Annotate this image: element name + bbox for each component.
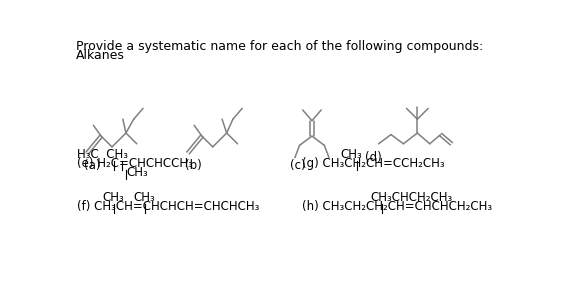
Text: (c): (c) (290, 159, 306, 172)
Text: (b): (b) (185, 159, 202, 172)
Text: CH₃: CH₃ (126, 166, 148, 179)
Text: (d): (d) (364, 152, 381, 164)
Text: CH₃: CH₃ (103, 191, 124, 204)
Text: (h) CH₃CH₂CH₂CH=CHCHCH₂CH₃: (h) CH₃CH₂CH₂CH=CHCHCH₂CH₃ (302, 200, 492, 213)
Text: (e) H₂C=CHCHCCH₃: (e) H₂C=CHCHCCH₃ (77, 157, 193, 170)
Text: (g) CH₃CH₂CH=CCH₂CH₃: (g) CH₃CH₂CH=CCH₂CH₃ (302, 157, 445, 170)
Text: (f) CH₃CH=CHCHCH=CHCHCH₃: (f) CH₃CH=CHCHCH=CHCHCH₃ (77, 200, 260, 213)
Text: Alkanes: Alkanes (76, 49, 125, 62)
Text: CH₃: CH₃ (340, 148, 362, 161)
Text: (a): (a) (84, 159, 101, 172)
Text: Provide a systematic name for each of the following compounds:: Provide a systematic name for each of th… (76, 40, 483, 53)
Text: CH₃: CH₃ (133, 191, 155, 204)
Text: CH₃CHCH₂CH₃: CH₃CHCH₂CH₃ (370, 191, 452, 204)
Text: H₃C  CH₃: H₃C CH₃ (77, 148, 128, 161)
